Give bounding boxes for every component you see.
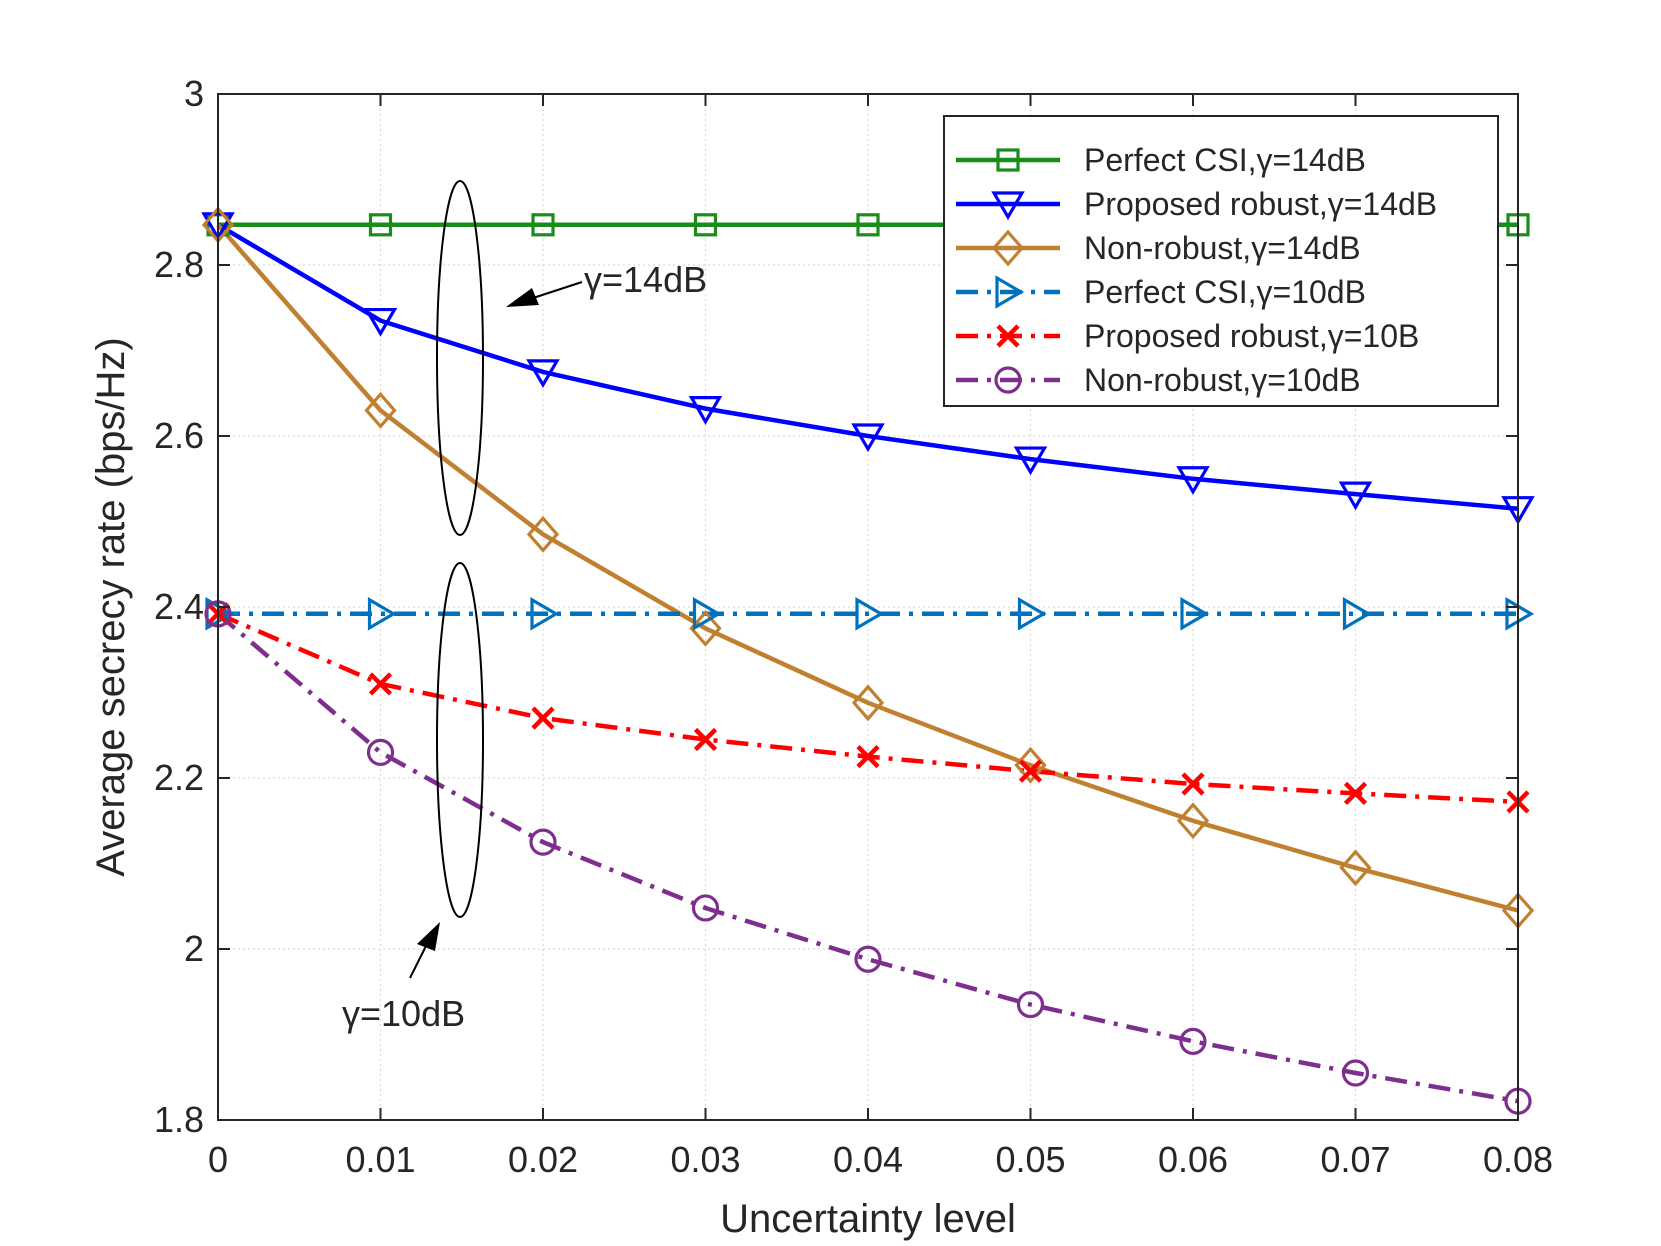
x-tick-label: 0.02 — [508, 1139, 578, 1180]
legend-entries: Perfect CSI,γ=14dB Proposed robust,γ=14dB… — [956, 142, 1437, 398]
data-point — [1343, 781, 1368, 805]
data-point — [856, 745, 880, 769]
annotation-arrowhead-14db — [506, 288, 539, 307]
legend-marker-4 — [996, 324, 1020, 348]
data-point — [851, 423, 885, 453]
data-point — [529, 828, 557, 856]
data-point — [1341, 1059, 1370, 1087]
data-point — [691, 894, 720, 922]
data-point — [367, 597, 397, 631]
data-point — [364, 391, 397, 429]
annotation-label-10db: γ=10dB — [342, 993, 465, 1034]
legend-marker-5 — [994, 366, 1022, 394]
legend-label-0: Perfect CSI,γ=14dB — [1084, 142, 1366, 178]
annotation-arrowhead-10db — [417, 922, 440, 951]
y-tick-label: 2.2 — [154, 757, 204, 798]
y-tick-labels: 1.8 2 2.2 2.4 2.6 2.8 3 — [154, 73, 204, 1140]
data-point — [1176, 802, 1210, 840]
legend-marker-0 — [996, 148, 1020, 172]
y-tick-label: 1.8 — [154, 1099, 204, 1140]
legend: Perfect CSI,γ=14dB Proposed robust,γ=14dB… — [943, 115, 1499, 407]
x-tick-label: 0.03 — [670, 1139, 740, 1180]
series-line-2 — [216, 223, 1519, 913]
series-line-5 — [216, 612, 1519, 1104]
annotation-arrow-10db — [409, 945, 427, 979]
data-point — [1018, 759, 1043, 783]
x-tick-label: 0.05 — [995, 1139, 1065, 1180]
data-point — [526, 359, 560, 389]
annotation-gamma-10db: γ=10dB — [342, 562, 484, 1034]
data-point — [1339, 849, 1372, 887]
data-point — [688, 396, 723, 425]
data-point — [531, 706, 555, 730]
data-point — [1342, 597, 1372, 631]
data-point — [363, 307, 398, 337]
data-point — [366, 738, 395, 766]
data-point — [531, 213, 555, 237]
annotation-ellipse-10db — [436, 562, 484, 918]
legend-label-1: Proposed robust,γ=14dB — [1084, 186, 1437, 222]
data-point — [368, 213, 393, 237]
legend-label-2: Non-robust,γ=14dB — [1084, 230, 1361, 266]
data-point — [368, 672, 393, 696]
data-point — [1017, 597, 1047, 631]
axis-ticks — [217, 93, 1519, 1121]
x-tick-labels: 0 0.01 0.02 0.03 0.04 0.05 0.06 0.07 0.08 — [208, 1139, 1553, 1180]
data-point — [1013, 446, 1048, 476]
y-tick-label: 2.6 — [154, 415, 204, 456]
annotation-arrow-14db — [529, 281, 583, 300]
legend-box — [943, 115, 1499, 407]
x-tick-label: 0.06 — [1158, 1139, 1228, 1180]
legend-marker-1 — [991, 191, 1025, 221]
data-point — [854, 945, 882, 973]
y-axis-label: Average secrecy rate (bps/Hz) — [89, 337, 133, 876]
data-point — [1014, 746, 1047, 784]
x-tick-label: 0 — [208, 1139, 228, 1180]
data-point — [855, 597, 885, 631]
legend-label-3: Perfect CSI,γ=10dB — [1084, 274, 1366, 310]
data-point — [693, 727, 718, 752]
y-tick-label: 2 — [184, 928, 204, 969]
legend-label-4: Proposed robust,γ=10B — [1084, 318, 1419, 354]
y-tick-label: 3 — [184, 73, 204, 114]
annotation-label-14db: γ=14dB — [584, 259, 707, 300]
data-point — [851, 684, 885, 722]
x-axis-label: Uncertainty level — [720, 1197, 1016, 1241]
data-point — [1181, 772, 1205, 796]
legend-marker-3 — [995, 275, 1025, 309]
series-line-1 — [216, 222, 1519, 511]
data-point — [1016, 990, 1045, 1019]
data-point — [526, 515, 560, 553]
x-tick-label: 0.04 — [833, 1139, 903, 1180]
data-point — [689, 609, 722, 647]
x-tick-label: 0.07 — [1320, 1139, 1390, 1180]
annotation-ellipse-14db — [436, 180, 484, 536]
data-point — [530, 597, 560, 631]
data-point — [692, 597, 722, 631]
x-tick-label: 0.08 — [1483, 1139, 1553, 1180]
x-tick-label: 0.01 — [345, 1139, 415, 1180]
data-point — [1180, 597, 1210, 631]
data-point — [1179, 1027, 1207, 1055]
legend-label-5: Non-robust,γ=10dB — [1084, 362, 1361, 398]
annotation-gamma-14db: γ=14dB — [436, 180, 707, 536]
y-tick-label: 2.4 — [154, 586, 204, 627]
legend-marker-2 — [991, 229, 1025, 267]
data-point — [856, 213, 880, 237]
data-point — [1338, 481, 1373, 511]
data-point — [1176, 466, 1210, 495]
data-point — [693, 213, 718, 237]
y-tick-label: 2.8 — [154, 244, 204, 285]
